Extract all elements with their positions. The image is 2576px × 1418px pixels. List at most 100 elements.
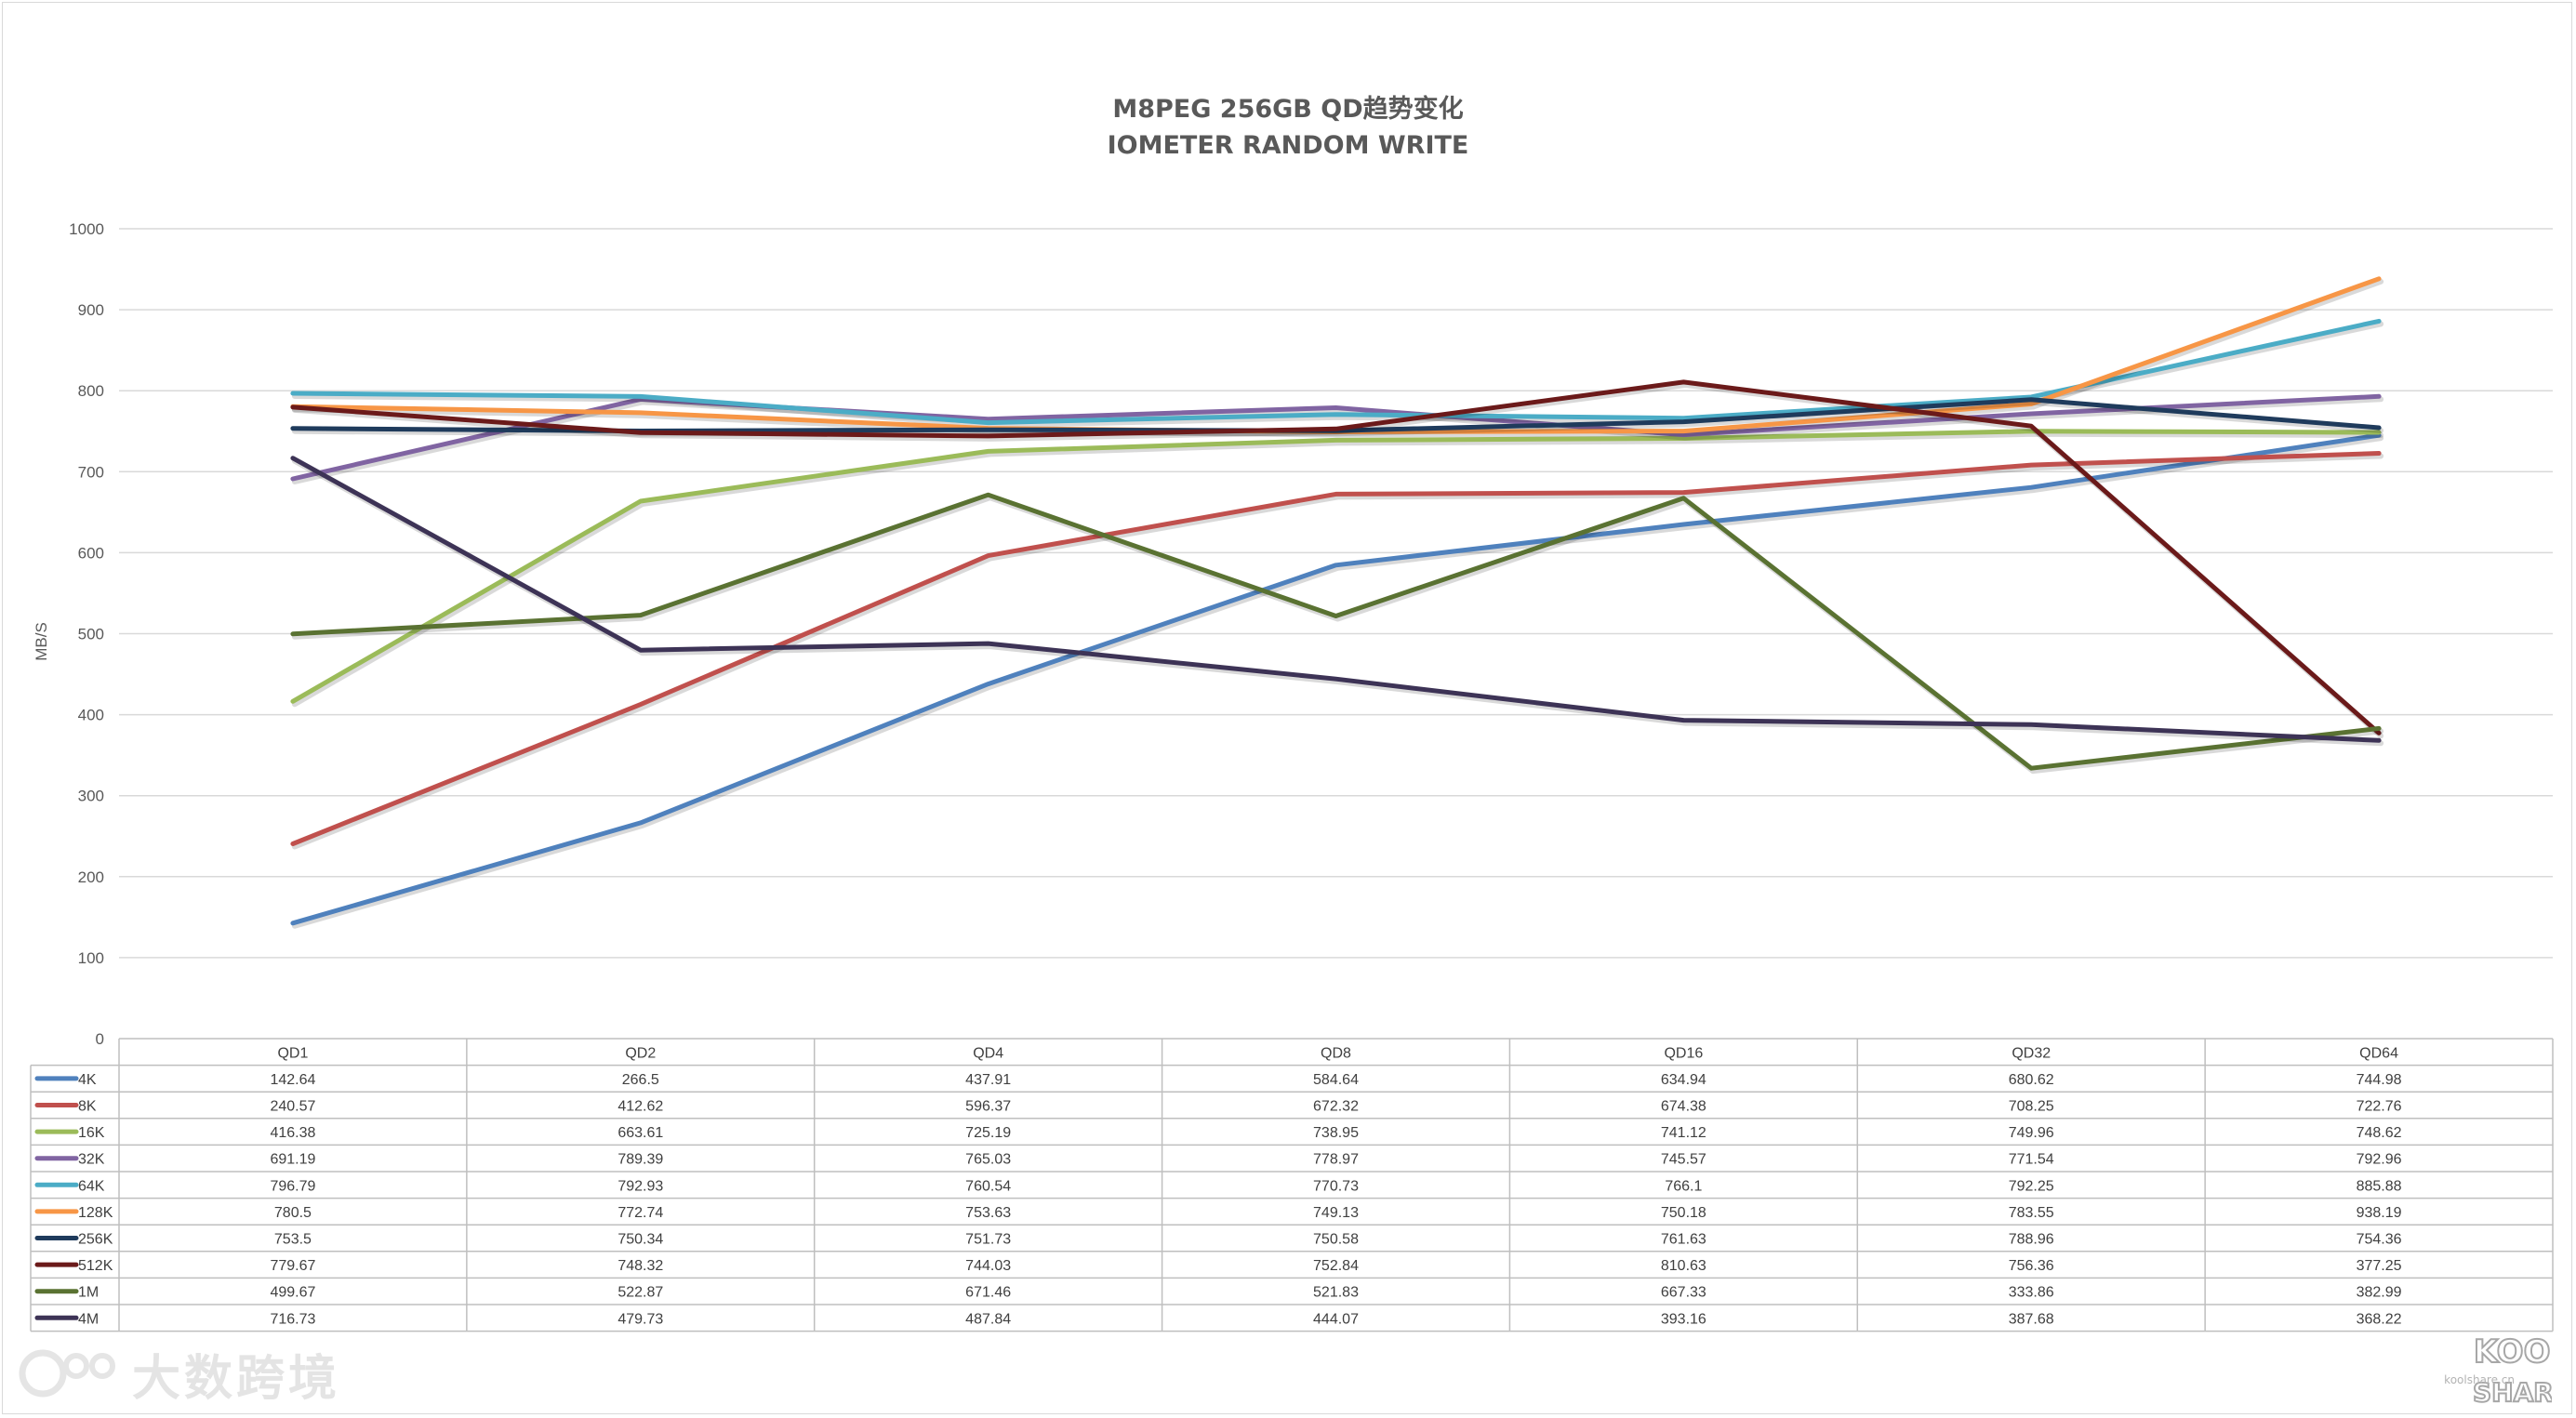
chart-subtitle: IOMETER RANDOM WRITE [1108, 131, 1469, 160]
table-cell: 756.36 [2009, 1258, 2054, 1274]
table-cell: 760.54 [965, 1178, 1011, 1194]
table-cell: 810.63 [1661, 1258, 1706, 1274]
table-cell: 671.46 [965, 1285, 1011, 1301]
table-header-cell: QD16 [1664, 1045, 1703, 1061]
watermark-right: KOOL SHARE koolshare.cn [2431, 1325, 2572, 1409]
table-cell: 938.19 [2357, 1205, 2402, 1221]
table-cell: 744.98 [2357, 1072, 2402, 1088]
watermark-site: koolshare.cn [2444, 1373, 2515, 1386]
series-line [290, 429, 2382, 704]
table-cell: 716.73 [270, 1311, 315, 1327]
series-line [290, 451, 2382, 846]
table-cell: 766.1 [1665, 1178, 1702, 1194]
table-cell: 444.07 [1313, 1311, 1359, 1327]
table-cell: 753.5 [274, 1232, 312, 1248]
legend-label: 4K [78, 1072, 97, 1088]
series-line [290, 318, 2382, 426]
y-tick-label: 500 [78, 626, 104, 643]
legend-label: 256K [78, 1232, 113, 1248]
y-tick-label: 0 [96, 1030, 104, 1048]
table-cell: 674.38 [1661, 1099, 1706, 1115]
table-cell: 142.64 [270, 1072, 315, 1088]
y-tick-label: 100 [78, 949, 104, 967]
table-cell: 499.67 [270, 1285, 315, 1301]
watermark-koolshare-icon: KOOL SHARE [2472, 1332, 2572, 1409]
table-header-cell: QD64 [2359, 1045, 2398, 1061]
table-cell: 749.13 [1313, 1205, 1359, 1221]
table-cell: 748.62 [2357, 1125, 2402, 1141]
table-header-cell: QD2 [625, 1045, 656, 1061]
table-cell: 387.68 [2009, 1311, 2054, 1327]
table-cell: 750.18 [1661, 1205, 1706, 1221]
table-cell: 691.19 [270, 1152, 315, 1168]
legend-label: 4M [78, 1311, 99, 1327]
watermark-left: 大数跨境 [17, 1341, 341, 1407]
table-cell: 772.74 [617, 1205, 663, 1221]
table-cell: 634.94 [1661, 1072, 1706, 1088]
table-cell: 783.55 [2009, 1205, 2054, 1221]
series-line-shadow [291, 495, 2384, 775]
legend-label: 1M [78, 1285, 99, 1301]
table-cell: 722.76 [2357, 1099, 2402, 1115]
table-cell: 752.84 [1313, 1258, 1359, 1274]
y-tick-labels: 0 100 200 300 400 500 600 700 800 900 1000 [69, 220, 104, 1048]
table-cell: 744.03 [965, 1258, 1011, 1274]
table-cell: 780.5 [274, 1205, 312, 1221]
table-cell: 754.36 [2357, 1232, 2402, 1248]
table-header-cell: QD1 [277, 1045, 308, 1061]
series-line-shadow [291, 457, 2384, 747]
table-cell: 748.32 [617, 1258, 663, 1274]
legend-label: 512K [78, 1258, 113, 1274]
series-line [290, 432, 2382, 926]
table-cell: 778.97 [1313, 1152, 1359, 1168]
table-cell: 751.73 [965, 1232, 1011, 1248]
series-line-shadow [291, 396, 2384, 484]
series-line [290, 456, 2382, 743]
table-cell: 708.25 [2009, 1099, 2054, 1115]
table-cell: 663.61 [617, 1125, 663, 1141]
table-cell: 521.83 [1313, 1285, 1359, 1301]
table-cell: 792.25 [2009, 1178, 2054, 1194]
table-cell: 487.84 [965, 1311, 1011, 1327]
table-cell: 761.63 [1661, 1232, 1706, 1248]
y-axis-label: MB/S [33, 622, 50, 661]
legend-label: 128K [78, 1205, 113, 1221]
series-line [290, 393, 2382, 482]
table-cell: 745.57 [1661, 1152, 1706, 1168]
table-cell: 792.96 [2357, 1152, 2402, 1168]
table-cell: 416.38 [270, 1125, 315, 1141]
series-line [290, 492, 2382, 771]
table-cell: 750.58 [1313, 1232, 1359, 1248]
table-cell: 792.93 [617, 1178, 663, 1194]
table-cell: 667.33 [1661, 1285, 1706, 1301]
table-cell: 368.22 [2357, 1311, 2402, 1327]
y-tick-label: 800 [78, 382, 104, 400]
table-cell: 796.79 [270, 1178, 315, 1194]
y-tick-label: 200 [78, 868, 104, 886]
table-cell: 584.64 [1313, 1072, 1359, 1088]
table-cell: 885.88 [2357, 1178, 2402, 1194]
watermark-left-text: 大数跨境 [132, 1350, 341, 1407]
table-cell: 788.96 [2009, 1232, 2054, 1248]
table-cell: 266.5 [622, 1072, 659, 1088]
legend-label: 32K [78, 1152, 105, 1168]
y-tick-label: 400 [78, 707, 104, 724]
table-cell: 596.37 [965, 1099, 1011, 1115]
table-cell: 738.95 [1313, 1125, 1359, 1141]
table-cell: 393.16 [1661, 1311, 1706, 1327]
table-cell: 770.73 [1313, 1178, 1359, 1194]
table-cell: 750.34 [617, 1232, 663, 1248]
watermark-logo-icon [19, 1349, 115, 1398]
table-cell: 765.03 [965, 1152, 1011, 1168]
table-cell: 771.54 [2009, 1152, 2054, 1168]
table-cell: 522.87 [617, 1285, 663, 1301]
legend-label: 16K [78, 1125, 105, 1141]
table-cell: 779.67 [270, 1258, 315, 1274]
table-header-cell: QD4 [973, 1045, 1003, 1061]
series-line-shadow [291, 435, 2384, 929]
legend-label: 64K [78, 1178, 105, 1194]
table-cell: 412.62 [617, 1099, 663, 1115]
series-line-shadow [291, 453, 2384, 850]
